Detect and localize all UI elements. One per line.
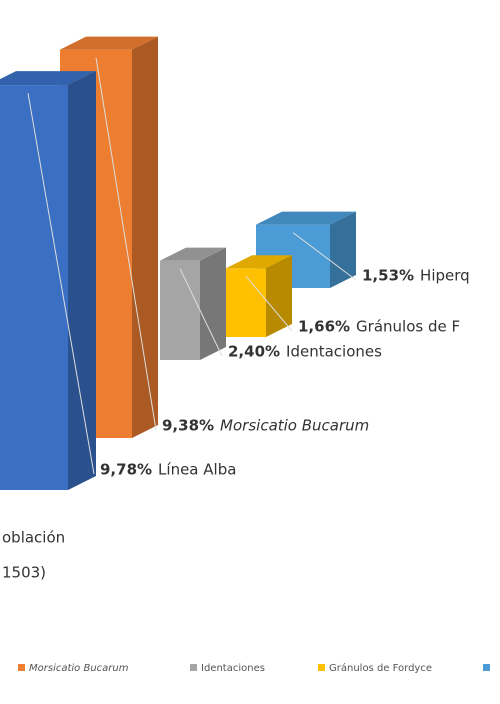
bar-front (160, 260, 200, 360)
legend-label: Morsicatio Bucarum (29, 663, 129, 674)
legend-swatch (483, 664, 490, 671)
x-label: oblación (2, 529, 65, 547)
legend-swatch (18, 664, 25, 671)
value-label: 1,66% (298, 318, 350, 336)
leader-line (179, 268, 223, 357)
value-label: 9,38% (162, 417, 214, 435)
legend-swatch (318, 664, 325, 671)
category-label: Línea Alba (158, 461, 236, 479)
bar-side (266, 255, 292, 337)
legend-label: Gránulos de Fordyce (329, 662, 432, 674)
bar-top (0, 71, 96, 86)
bar-side (330, 211, 356, 288)
bar-front (0, 85, 68, 490)
category-label: Gránulos de F (356, 318, 460, 336)
bar-front (226, 268, 266, 337)
value-label: 1,53% (362, 267, 414, 285)
leader-line (245, 275, 293, 332)
bar-top (226, 255, 292, 269)
leader-line (292, 232, 357, 281)
legend-label: Identaciones (201, 663, 265, 674)
value-label: 2,40% (228, 343, 280, 361)
bar-top (160, 247, 226, 261)
bar-side (200, 247, 226, 360)
value-label: 9,78% (100, 461, 152, 479)
bar-top (256, 211, 356, 225)
x-label: 1503) (2, 564, 46, 582)
bar-top (60, 36, 158, 50)
leader-line (95, 57, 157, 431)
leader-line (27, 93, 95, 475)
bar-side (132, 36, 158, 438)
category-label: Hiperq (420, 267, 470, 285)
legend-swatch (190, 664, 197, 671)
category-label: Morsicatio Bucarum (220, 417, 369, 435)
bar-side (68, 71, 96, 490)
category-label: Identaciones (286, 343, 382, 361)
